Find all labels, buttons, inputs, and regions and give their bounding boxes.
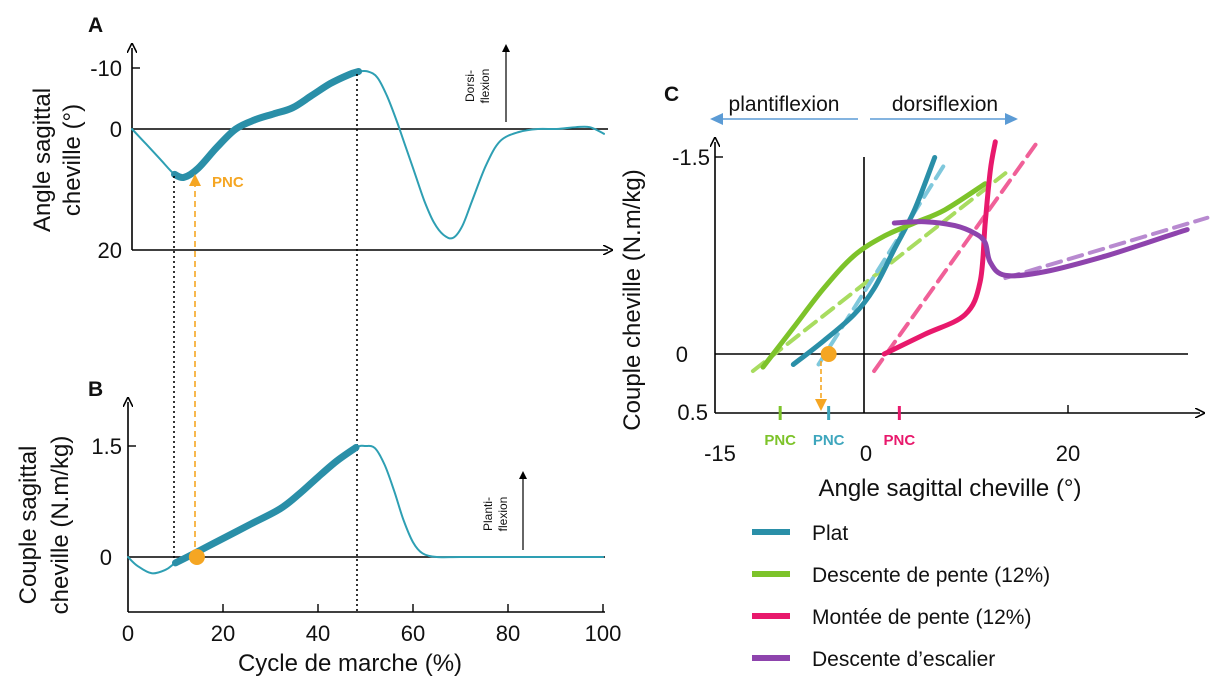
panel-c-series-line-1 [760,181,988,370]
panel-a: A -10 0 20 Angle sagittal cheville (°) P… [29,14,608,263]
panel-c-pnc-label: PNC [764,432,796,449]
panel-b-ytick-0: 0 [100,545,112,570]
panel-b-xlabel: Cycle de marche (%) [238,650,462,677]
panel-b-x-ticks: 0 20 40 60 80 100 [122,604,621,646]
panel-c-pnc-label: PNC [813,432,845,449]
panel-a-curves [131,68,605,240]
panel-a-letter: A [88,14,103,37]
panel-a-ytick-0: -10 [90,56,122,81]
panel-c-right-arrow-label: dorsiflexion [892,93,998,116]
panel-c: C plantiflexion dorsiflexion -1.5 0 0.5 … [619,83,1210,502]
panel-c-ytick-0: -1.5 [672,145,710,170]
panel-c-fit-line [816,162,947,367]
panel-c-xtick-1: 0 [860,441,872,466]
panel-a-ytick-2: 20 [98,238,122,263]
panel-b-series-thick-line [172,444,360,567]
panel-a-series-thick-line [171,68,363,182]
panel-b-ylabel-2: cheville (N.m/kg) [47,436,74,615]
panel-b-xtick-label: 40 [306,621,330,646]
legend-label: Descente de pente (12%) [812,564,1050,587]
panel-c-ylabel: Couple cheville (N.m/kg) [619,169,646,430]
panel-a-pnc-label: PNC [212,174,244,191]
panel-a-series-thin-line [131,69,605,240]
panel-c-fit-line [872,142,1038,374]
panel-c-series-line-0 [790,155,938,367]
panel-c-series-line-2 [881,139,998,357]
panel-b-ytick-1: 1.5 [91,434,122,459]
legend-label: Montée de pente (12%) [812,606,1031,629]
panel-b-xtick-label: 80 [496,621,520,646]
panel-c-ytick-2: 0.5 [677,400,708,425]
panel-c-left-arrow-label: plantiflexion [729,93,840,116]
panel-c-xlabel: Angle sagittal cheville (°) [818,475,1081,502]
legend: Plat Descente de pente (12%) Montée de pen… [752,522,1050,671]
panel-b-xtick-label: 0 [122,621,134,646]
panel-c-pnc-markers: PNC PNC PNC [764,406,915,449]
legend-label: Plat [812,522,848,545]
panel-c-series-line-3 [891,219,1190,279]
panel-b: B 0 1.5 0 20 40 60 80 100 Cycle de marche (%)… [15,378,621,677]
panel-b-letter: B [88,378,103,401]
panel-a-side-label-1: Dorsi- [463,70,477,102]
panel-c-curves [750,139,1210,374]
panel-b-xtick-label: 60 [401,621,425,646]
panel-c-letter: C [664,83,679,106]
panel-b-xtick-label: 100 [585,621,622,646]
panel-b-ylabel: Couple sagittal [15,446,42,605]
panel-a-ytick-1: 0 [110,117,122,142]
panel-c-xtick-2: 20 [1056,441,1080,466]
panel-c-ytick-1: 0 [676,342,688,367]
panel-b-pnc-point [188,549,205,565]
panel-c-pnc-label: PNC [884,432,916,449]
panel-c-fit-line [750,171,1008,374]
panel-b-xtick-label: 20 [211,621,235,646]
legend-label: Descente d’escalier [812,648,995,671]
panel-c-fit-line [1003,215,1210,281]
panel-c-xtick-0: -15 [704,441,736,466]
panel-a-ylabel: Angle sagittal [29,88,56,232]
panel-b-curves [127,444,604,575]
panel-a-side-label-2: flexion [478,69,492,104]
panel-c-pnc-point [820,346,837,362]
panel-b-side-label-2: flexion [496,497,510,532]
panel-b-side-label-1: Planti- [481,497,495,531]
panel-a-ylabel-2: cheville (°) [59,104,86,216]
